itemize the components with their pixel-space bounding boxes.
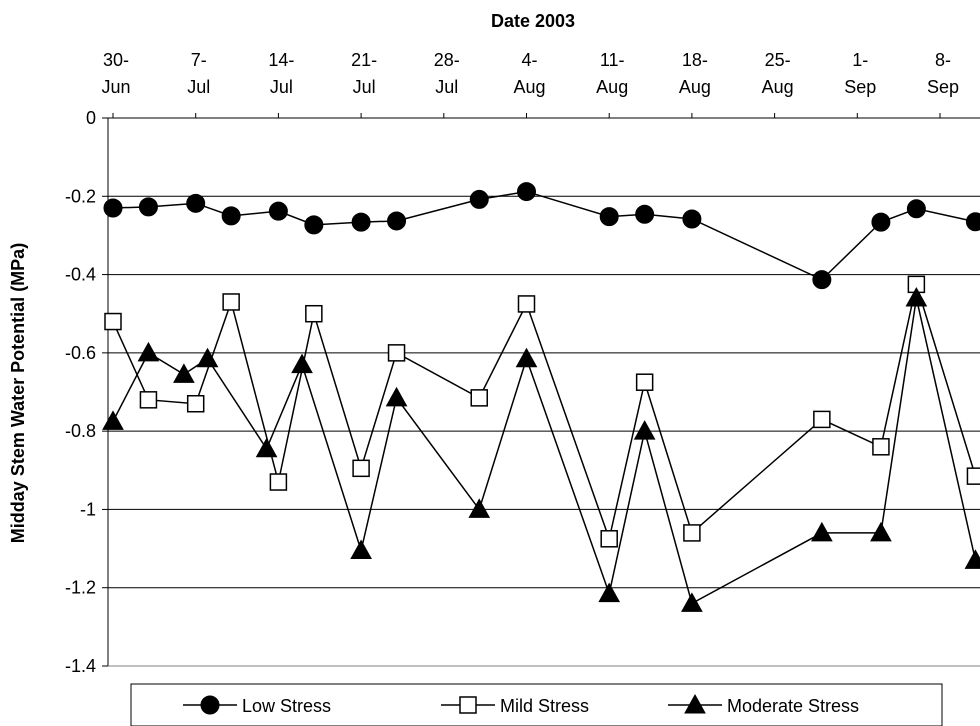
data-point-circle [304, 215, 324, 235]
data-point-square [305, 304, 323, 323]
data-point-square [387, 344, 406, 362]
data-point-triangle [350, 539, 372, 560]
x-tick-label-day: 4- [521, 50, 537, 70]
x-tick-label-month: Jul [187, 77, 210, 97]
data-point-triangle [515, 347, 538, 368]
y-tick-label: -0.8 [65, 421, 96, 441]
y-tick-label: -0.4 [65, 265, 96, 285]
data-point-circle [221, 206, 241, 226]
data-point-square [269, 473, 288, 491]
y-tick-label: -0.2 [65, 186, 96, 206]
x-axis-tick-labels: 30- Jun 7- Jul 14- Jul 21- Jul 28- Jul 4- Aug 11- Aug… [101, 50, 959, 97]
legend-box [130, 683, 943, 726]
data-point-circle [682, 209, 702, 229]
data-point-triangle [255, 437, 278, 458]
x-tick-label-month: Sep [844, 77, 876, 97]
x-tick-label-month: Aug [679, 77, 711, 97]
data-point-square [635, 373, 654, 391]
data-point-circle [103, 198, 123, 218]
data-point-triangle [964, 549, 980, 569]
data-point-triangle [291, 353, 313, 374]
data-point-triangle [468, 498, 491, 518]
x-tick-label-month: Jul [435, 77, 458, 97]
data-point-circle [351, 212, 371, 232]
data-point-circle [186, 193, 206, 213]
data-point-circle [268, 201, 288, 221]
y-tick-label: -1.4 [65, 656, 96, 676]
data-point-circle [871, 212, 891, 232]
x-tick-label-month: Aug [762, 77, 794, 97]
data-point-square [872, 438, 890, 456]
data-point-square [186, 394, 205, 413]
x-tick-label-month: Aug [596, 77, 628, 97]
data-point-square [352, 459, 370, 478]
data-point-circle [635, 204, 655, 224]
x-axis-title: Date 2003 [491, 11, 575, 31]
data-point-square [139, 391, 158, 409]
x-tick-label-month: Jul [353, 77, 376, 97]
data-point-triangle [102, 410, 124, 430]
data-point-square [966, 467, 980, 485]
data-point-square [683, 524, 701, 542]
data-point-circle [387, 211, 407, 231]
gridlines [102, 117, 980, 667]
data-point-triangle [811, 521, 833, 542]
data-point-circle [517, 182, 536, 202]
series-low-stress [103, 182, 980, 290]
legend-label: Low Stress [242, 696, 331, 716]
data-point-square [813, 410, 831, 429]
data-point-triangle [137, 341, 160, 362]
x-tick-label-day: 11- [600, 50, 625, 70]
x-tick-label-month: Aug [513, 77, 545, 97]
x-tick-label-month: Jul [270, 77, 293, 97]
data-point-square [104, 312, 122, 331]
data-point-square [222, 293, 240, 311]
data-point-triangle [598, 582, 621, 603]
y-tick-label: 0 [86, 108, 96, 128]
data-point-circle [200, 695, 220, 715]
data-point-triangle [870, 521, 892, 542]
data-point-square [600, 530, 618, 548]
y-tick-label: -0.6 [65, 343, 96, 363]
x-tick-label-day: 18- [682, 50, 708, 70]
data-point-square [470, 389, 488, 407]
data-point-triangle [196, 347, 219, 368]
y-tick-label: -1.2 [65, 578, 96, 598]
x-tick-label-day: 25- [765, 50, 791, 70]
legend-label: Moderate Stress [727, 696, 859, 716]
data-point-square [517, 295, 536, 313]
x-tick-label-day: 28- [434, 50, 460, 70]
data-point-triangle [385, 386, 408, 407]
data-point-circle [965, 212, 980, 232]
series-layer [102, 182, 980, 612]
data-point-circle [906, 199, 926, 219]
data-point-triangle [684, 693, 706, 714]
series-mild-stress [104, 275, 980, 548]
x-tick-label-day: 7- [191, 50, 207, 70]
x-tick-label-day: 21- [351, 50, 377, 70]
data-point-triangle [905, 287, 928, 307]
x-tick-label-day: 8- [935, 50, 951, 70]
y-axis-title: Midday Stem Water Potential (MPa) [8, 243, 28, 543]
y-axis-tick-labels: 0 -0.2 -0.4 -0.6 -0.8 -1 -1.2 -1.4 [65, 108, 96, 676]
y-tick-label: -1 [80, 499, 96, 519]
series-moderate-stress [102, 287, 980, 612]
x-tick-label-day: 30- [103, 50, 129, 70]
data-point-circle [812, 270, 832, 290]
series-line [112, 190, 976, 281]
x-tick-label-day: 1- [852, 50, 868, 70]
x-tick-label-day: 14- [268, 50, 294, 70]
data-point-triangle [633, 420, 656, 440]
data-point-circle [599, 207, 619, 227]
legend-label: Mild Stress [500, 696, 589, 716]
data-point-circle [138, 197, 158, 217]
legend: Low Stress Mild Stress Moderate Stress [130, 683, 943, 726]
data-point-circle [469, 189, 489, 209]
data-point-triangle [173, 363, 195, 383]
x-tick-label-month: Sep [927, 77, 959, 97]
x-tick-label-month: Jun [101, 77, 130, 97]
data-point-triangle [681, 592, 703, 612]
data-point-square [459, 696, 477, 714]
